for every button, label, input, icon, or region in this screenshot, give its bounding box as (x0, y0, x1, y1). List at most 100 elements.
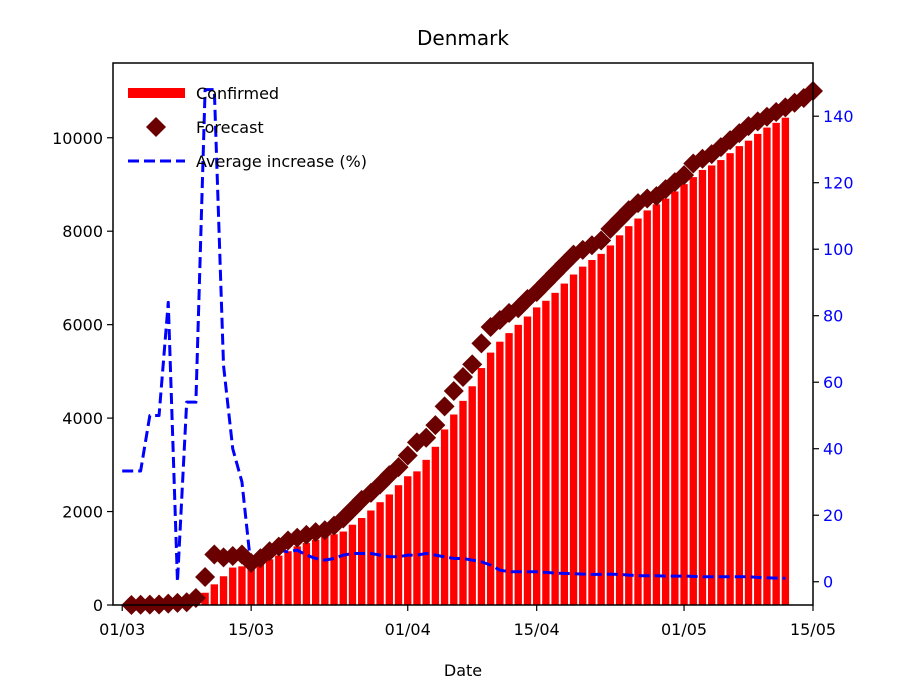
confirmed-bar (717, 160, 725, 606)
confirmed-bar (431, 446, 440, 605)
forecast-marker (388, 457, 409, 478)
confirmed-bar (661, 198, 670, 605)
confirmed-bar (450, 414, 458, 605)
confirmed-bar (496, 341, 504, 605)
confirmed-bar (754, 133, 762, 605)
y-tick-label: 8000 (62, 222, 103, 241)
confirmed-bar (311, 539, 320, 605)
y2-tick-label: 80 (823, 307, 843, 326)
confirmed-bar (348, 524, 357, 605)
confirmed-bar (744, 140, 753, 605)
y2-tick-label: 20 (823, 506, 843, 525)
y-axis-left: 0 2000 4000 6000 8000 10000 (52, 129, 113, 615)
confirmed-bar (468, 386, 476, 605)
x-axis: 01/03 15/03 01/04 15/04 01/05 15/05 (99, 605, 836, 639)
confirmed-bar (652, 204, 661, 605)
confirmed-bar (422, 459, 430, 605)
confirmed-bar (404, 476, 412, 605)
confirmed-bar (247, 564, 255, 605)
chart-title: Denmark (417, 26, 509, 50)
confirmed-bar (413, 471, 421, 605)
y2-tick-label: 120 (823, 174, 854, 193)
confirmed-bars (127, 117, 790, 606)
confirmed-bar (210, 584, 218, 605)
confirmed-bar (708, 165, 716, 605)
confirmed-bar (643, 210, 651, 605)
confirmed-bar (615, 235, 624, 605)
confirmed-bar (385, 494, 393, 605)
confirmed-bar (219, 576, 228, 605)
confirmed-bar (358, 518, 366, 605)
confirmed-bar (514, 324, 522, 605)
y-axis-right: 0 20 40 60 80 100 120 140 (813, 107, 854, 592)
forecast-marker (425, 415, 446, 436)
confirmed-bar (302, 543, 311, 605)
confirmed-bar (477, 368, 486, 605)
confirmed-bar (671, 191, 679, 605)
confirmed-bar (339, 531, 347, 605)
confirmed-bar (330, 534, 338, 605)
forecast-marker (591, 230, 612, 251)
confirmed-bar (293, 546, 301, 605)
confirmed-bar (229, 567, 237, 605)
x-tick-label: 15/04 (514, 620, 560, 639)
forecast-marker (453, 366, 473, 387)
y2-tick-label: 140 (823, 107, 854, 126)
confirmed-bar (275, 555, 283, 605)
confirmed-bar (726, 153, 734, 605)
confirmed-bar (238, 566, 246, 605)
confirmed-bar (625, 226, 633, 605)
confirmed-bar (606, 245, 615, 605)
confirmed-bar (542, 300, 550, 605)
confirmed-bar (560, 283, 568, 605)
x-tick-label: 01/05 (661, 620, 707, 639)
x-tick-label: 15/05 (790, 620, 836, 639)
confirmed-bar (486, 352, 495, 605)
forecast-marker (471, 333, 492, 354)
forecast-marker (674, 165, 695, 186)
forecast-marker (443, 381, 464, 402)
forecast-marker (185, 587, 206, 608)
forecast-marker (195, 566, 216, 587)
x-tick-label: 01/04 (385, 620, 431, 639)
y-tick-label: 0 (93, 596, 103, 615)
confirmed-bar (505, 333, 513, 605)
confirmed-bar (680, 184, 688, 606)
forecast-marker (462, 354, 483, 375)
x-tick-label: 15/03 (228, 620, 274, 639)
confirmed-bar (523, 316, 532, 605)
confirmed-bar (440, 429, 449, 605)
y-tick-label: 4000 (62, 409, 103, 428)
forecast-marker (397, 445, 418, 466)
confirmed-bar (579, 266, 587, 605)
confirmed-bar (569, 274, 578, 605)
confirmed-bar (781, 117, 790, 606)
confirmed-bar (551, 292, 559, 605)
legend-swatch-forecast (146, 117, 166, 137)
confirmed-bar (284, 551, 292, 605)
average-increase-line (122, 88, 786, 584)
legend: Confirmed Forecast Average increase (%) (128, 84, 367, 171)
average-increase-line-group (122, 88, 786, 584)
x-axis-label: Date (444, 661, 482, 680)
confirmed-bar (367, 510, 375, 605)
y2-tick-label: 40 (823, 440, 843, 459)
confirmed-bar (394, 485, 403, 605)
y-tick-label: 2000 (62, 503, 103, 522)
y2-tick-label: 100 (823, 240, 854, 259)
confirmed-bar (321, 536, 329, 605)
legend-swatch-confirmed (128, 88, 185, 98)
y-tick-label: 10000 (52, 129, 103, 148)
legend-label-average-increase: Average increase (%) (196, 152, 367, 171)
y-tick-label: 6000 (62, 316, 103, 335)
forecast-marker (434, 396, 455, 417)
confirmed-bar (588, 259, 596, 605)
forecast-markers (121, 81, 823, 615)
confirmed-bar (201, 592, 209, 605)
confirmed-bar (533, 307, 541, 605)
confirmed-bar (772, 122, 780, 605)
confirmed-bar (265, 559, 274, 605)
y2-tick-label: 60 (823, 373, 843, 392)
legend-label-forecast: Forecast (196, 118, 264, 137)
